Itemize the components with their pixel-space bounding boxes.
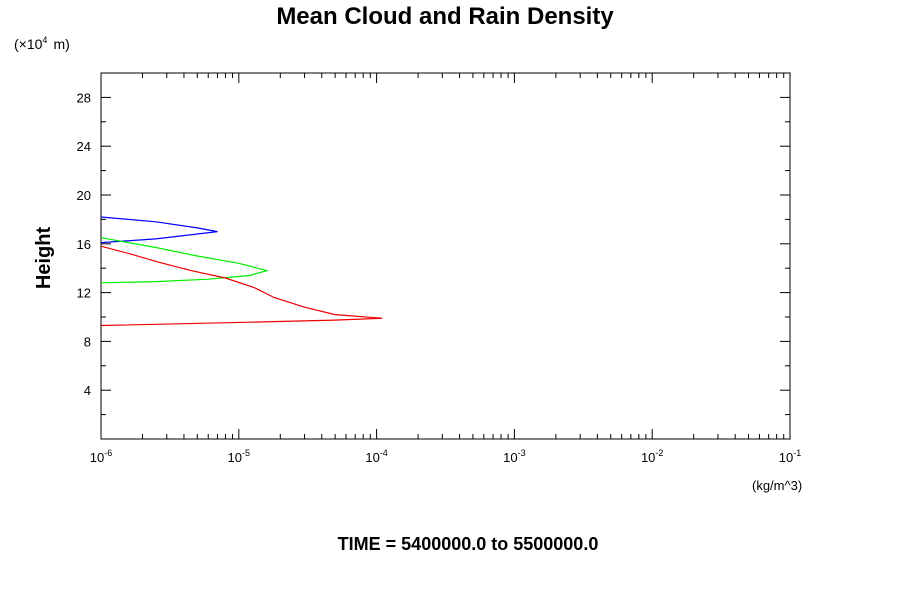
series-line-1 [100, 216, 218, 244]
y-tick-label: 28 [77, 90, 91, 105]
y-tick-label: 24 [77, 139, 91, 154]
series-line-3 [100, 245, 383, 327]
x-tick-label: 10-6 [90, 448, 112, 465]
y-tick-label: 16 [77, 237, 91, 252]
y-axis-ticks [101, 96, 790, 416]
x-axis-ticks [100, 73, 785, 439]
x-tick-label: 10-3 [503, 448, 525, 465]
time-range-label: TIME = 5400000.0 to 5500000.0 [338, 534, 599, 554]
x-tick-label: 10-1 [779, 448, 801, 465]
y-tick-label: 8 [84, 334, 91, 349]
series-group [100, 216, 383, 327]
plot-frame [100, 72, 791, 440]
x-tick-label: 10-5 [228, 448, 250, 465]
y-tick-label: 20 [77, 188, 91, 203]
x-axis-unit: (kg/m^3) [752, 478, 802, 493]
x-tick-label: 10-2 [641, 448, 663, 465]
y-tick-label: 4 [84, 383, 91, 398]
y-tick-label: 12 [77, 286, 91, 301]
series-line-2 [100, 237, 270, 284]
y-scale-note: (×104 m) [14, 35, 70, 52]
chart-title: Mean Cloud and Rain Density [276, 3, 614, 30]
y-axis-title: Height [33, 227, 55, 290]
y-axis-labels: 4 8 12 16 20 24 28 [77, 90, 91, 398]
x-axis-labels: 10-6 10-5 10-4 10-3 10-2 10-1 [90, 448, 801, 465]
x-tick-label: 10-4 [365, 448, 387, 465]
